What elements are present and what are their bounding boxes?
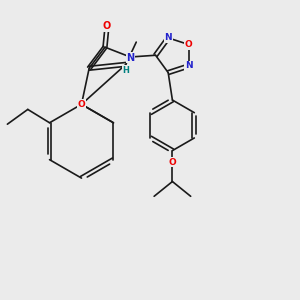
Text: O: O <box>185 40 193 49</box>
Text: O: O <box>103 21 111 31</box>
Text: H: H <box>123 66 130 75</box>
Text: N: N <box>126 53 134 63</box>
Text: O: O <box>169 158 176 167</box>
Text: N: N <box>164 33 172 42</box>
Text: O: O <box>78 100 86 109</box>
Text: N: N <box>185 61 192 70</box>
